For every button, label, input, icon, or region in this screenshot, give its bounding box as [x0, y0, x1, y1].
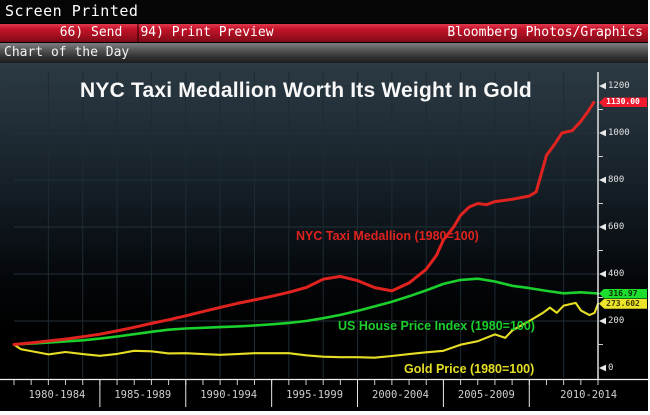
y-axis-tick-label: 800 — [608, 174, 625, 185]
y-tick-arrow — [599, 317, 606, 325]
last-value-badge-house: 316.97 — [599, 288, 647, 299]
x-axis-period-label: 2010-2014 — [560, 389, 618, 401]
x-axis-period-label: 2000-2004 — [372, 389, 429, 401]
x-axis-period-label: 1980-1984 — [28, 389, 86, 401]
y-axis-tick-label: 600 — [608, 221, 625, 232]
y-axis-tick-label: 1200 — [608, 80, 630, 91]
section-bar: Chart of the Day — [0, 42, 648, 63]
x-axis-period-label: 1995-1999 — [286, 389, 344, 401]
y-tick-arrow — [599, 364, 606, 372]
y-axis-tick-label: 1000 — [608, 127, 630, 138]
y-tick-arrow — [599, 270, 606, 278]
status-bar: Screen Printed — [0, 0, 648, 23]
menu-divider — [137, 24, 139, 42]
series-label-gold-price: Gold Price (1980=100) — [404, 362, 535, 376]
x-axis-period-label: 1985-1989 — [114, 389, 172, 401]
series-line — [12, 301, 600, 359]
last-value-badge-gold: 273.602 — [599, 298, 647, 309]
series-label-taxi-medallion: NYC Taxi Medallion (1980=100) — [296, 229, 479, 243]
y-tick-arrow — [599, 82, 606, 90]
series-line — [12, 100, 596, 346]
series-label-house-price-index: US House Price Index (1980=100) — [338, 319, 535, 333]
x-axis-period-label: 1990-1994 — [200, 389, 258, 401]
chart-title: NYC Taxi Medallion Worth Its Weight In G… — [80, 79, 532, 102]
x-axis-period-label: 2005-2009 — [457, 389, 515, 401]
print-preview-button[interactable]: 94) Print Preview — [140, 25, 274, 40]
chart-canvas — [0, 72, 648, 407]
y-axis-tick-label: 200 — [608, 315, 625, 326]
send-button[interactable]: 66) Send — [59, 25, 123, 40]
y-axis-tick-label: 0 — [608, 362, 614, 373]
series-line — [12, 277, 600, 346]
y-tick-arrow — [599, 129, 606, 137]
status-text: Screen Printed — [5, 2, 139, 20]
menu-bar: 66) Send 94) Print Preview Bloomberg Pho… — [0, 23, 648, 42]
y-tick-arrow — [599, 223, 606, 231]
source-label: Bloomberg Photos/Graphics — [447, 25, 643, 40]
last-value-badge-taxi: 1130.00 — [599, 97, 647, 108]
y-axis-tick-label: 400 — [608, 268, 625, 279]
y-tick-arrow — [599, 176, 606, 184]
section-title: Chart of the Day — [4, 45, 130, 60]
chart-area: NYC Taxi Medallion Worth Its Weight In G… — [0, 63, 648, 411]
